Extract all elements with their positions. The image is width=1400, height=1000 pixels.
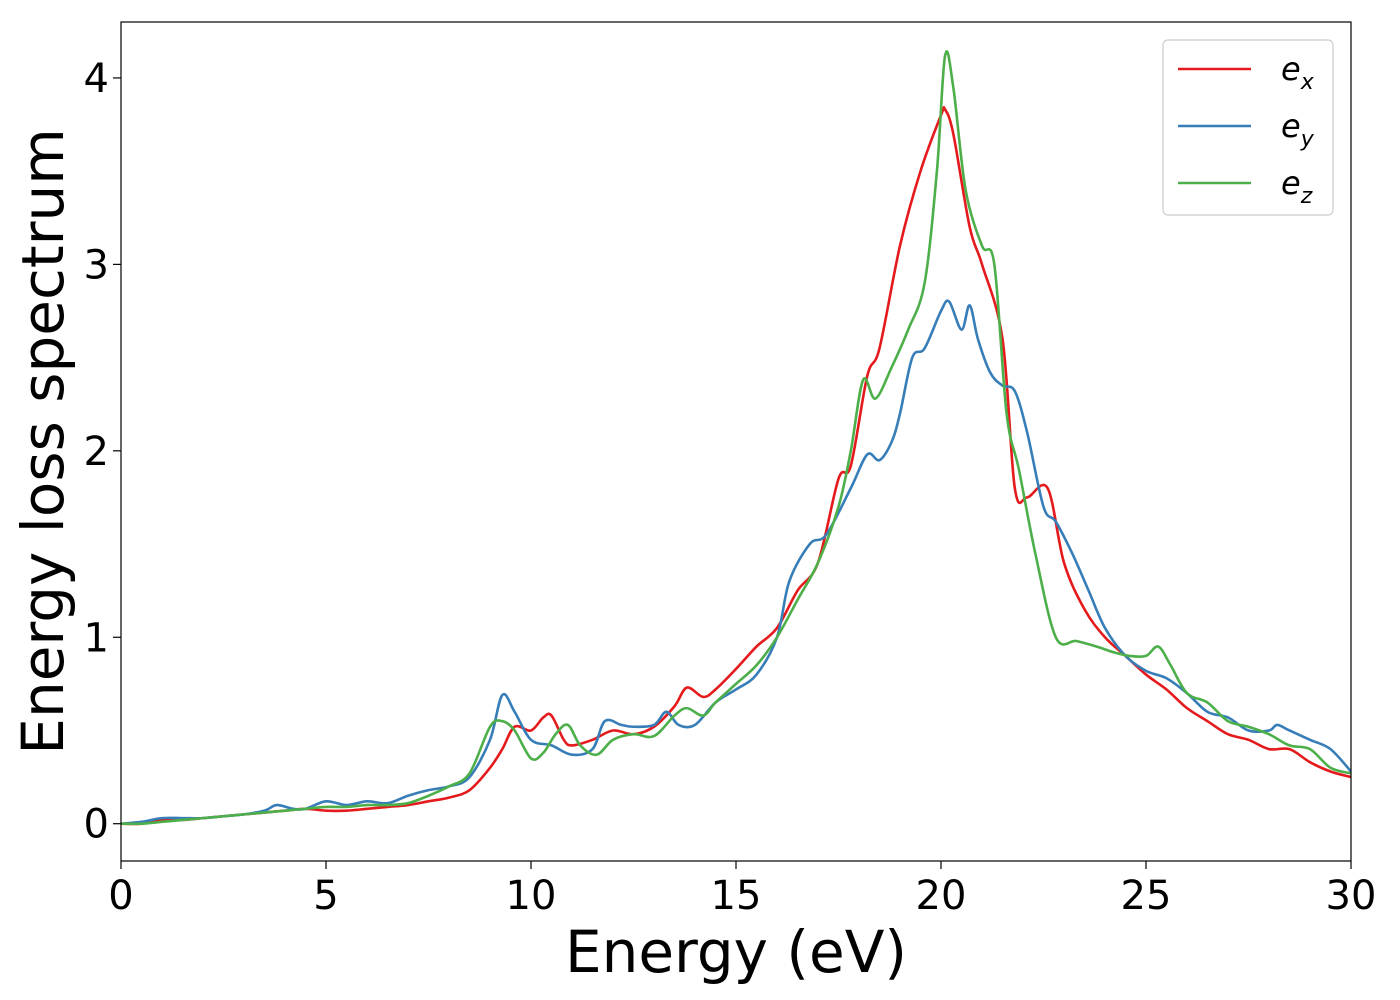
x-axis-label: Energy (eV) — [565, 918, 907, 986]
x-tick-label: 25 — [1121, 873, 1172, 919]
legend-label-z: ez — [1281, 164, 1313, 209]
legend-label-x: ex — [1281, 50, 1315, 95]
x-tick-label: 10 — [506, 873, 557, 919]
series-line-y — [121, 299, 1351, 826]
y-tick-label: 2 — [84, 429, 109, 475]
y-tick-label: 0 — [84, 802, 109, 848]
y-tick-label: 4 — [84, 56, 109, 102]
y-axis-ticks: 0 1 2 3 4 — [84, 56, 121, 848]
legend: ex ey ez — [1162, 39, 1334, 216]
y-tick-label: 3 — [84, 242, 109, 288]
legend-box — [1162, 39, 1334, 216]
legend-label-y: ey — [1281, 107, 1315, 152]
y-tick-label: 1 — [84, 615, 109, 661]
x-tick-label: 30 — [1326, 873, 1377, 919]
x-axis-ticks: 0 5 10 15 20 25 30 — [108, 861, 1376, 919]
x-tick-label: 15 — [711, 873, 762, 919]
y-axis-label: Energy loss spectrum — [9, 128, 77, 754]
plot-lines — [121, 50, 1351, 826]
series-line-z — [121, 50, 1351, 826]
x-tick-label: 5 — [313, 873, 338, 919]
x-tick-label: 0 — [108, 873, 133, 919]
x-tick-label: 20 — [916, 873, 967, 919]
series-line-x — [121, 106, 1351, 826]
